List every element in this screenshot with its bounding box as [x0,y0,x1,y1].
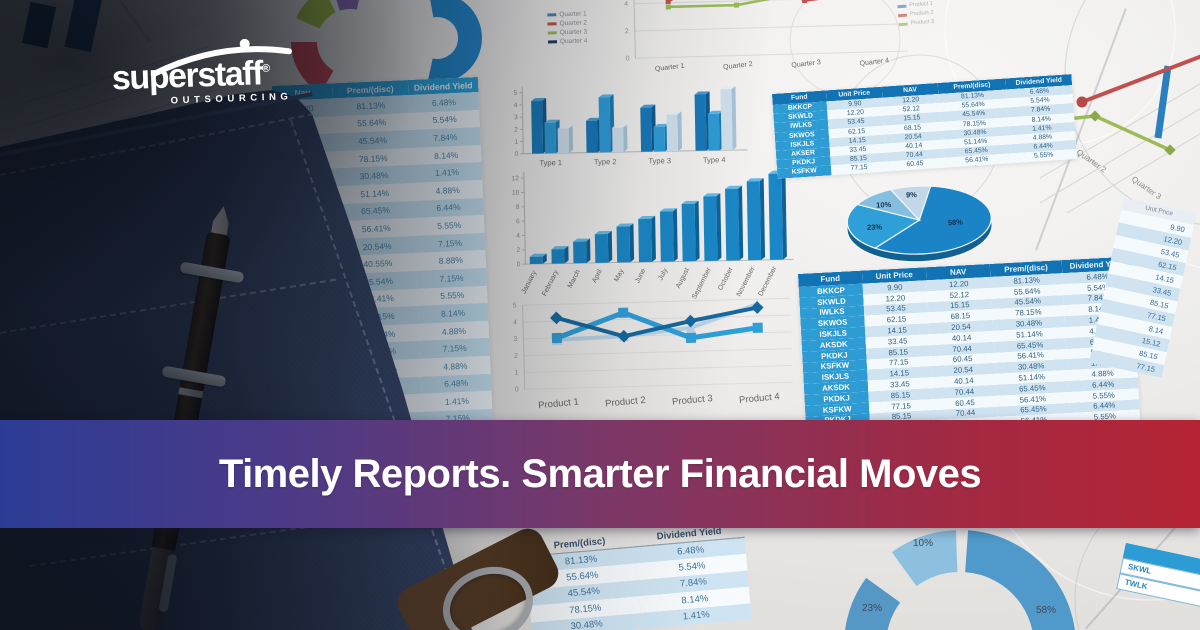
svg-text:June: June [634,268,647,285]
svg-text:10%: 10% [913,538,933,549]
svg-text:0: 0 [517,261,521,268]
svg-text:5: 5 [513,302,517,309]
svg-text:Type 3: Type 3 [648,156,671,165]
svg-text:5: 5 [514,90,518,97]
svg-text:February: February [541,269,560,298]
svg-text:4: 4 [516,233,520,240]
svg-text:Quarter 2: Quarter 2 [723,61,753,71]
svg-text:August: August [675,267,691,290]
svg-text:10%: 10% [876,200,892,210]
svg-text:0: 0 [515,151,519,158]
svg-text:10: 10 [512,190,520,197]
svg-text:58%: 58% [1036,605,1056,616]
svg-text:Quarter 3: Quarter 3 [1130,175,1163,202]
svg-text:May: May [613,268,625,283]
svg-text:0: 0 [515,386,519,393]
svg-text:0: 0 [625,55,629,62]
svg-text:8: 8 [516,204,520,211]
stitch-line [0,278,336,337]
svg-text:9%: 9% [906,190,917,199]
svg-text:2: 2 [514,353,518,360]
svg-text:1: 1 [514,139,518,146]
svg-text:March: March [567,269,582,290]
headline-text: Timely Reports. Smarter Financial Moves [218,451,982,496]
svg-text:Quarter 4: Quarter 4 [859,57,889,67]
svg-text:6: 6 [516,218,520,225]
svg-text:Product 2: Product 2 [605,395,647,410]
svg-text:January: January [521,269,539,295]
svg-text:2: 2 [514,126,518,133]
svg-text:Quarter 3: Quarter 3 [791,59,821,69]
svg-text:Type 1: Type 1 [539,158,562,167]
svg-text:4: 4 [624,1,628,8]
svg-text:Type 2: Type 2 [594,157,617,166]
svg-text:Quarter 2: Quarter 2 [1075,148,1108,175]
legend-item: Quarter 4 [547,36,588,46]
svg-text:23%: 23% [867,222,883,232]
product-line-chart: 0 1 2 3 4 5 Product 1 Product 2 Product 3 Product… [490,290,808,427]
superstaff-logo: superstaff® OUTSOURCING [111,38,313,109]
svg-text:April: April [591,268,604,284]
svg-text:Quarter 1: Quarter 1 [655,63,685,73]
svg-text:3: 3 [514,114,518,121]
svg-text:October: October [717,266,735,292]
far-chart-legend: Product 1 Product 2 Product 3 [897,0,934,29]
headline-banner: Timely Reports. Smarter Financial Moves [0,420,1200,528]
svg-text:3: 3 [513,336,517,343]
svg-text:Product 1: Product 1 [538,396,580,411]
svg-text:1: 1 [514,370,518,377]
svg-text:Type 4: Type 4 [703,155,726,164]
svg-text:4: 4 [513,319,517,326]
svg-text:23%: 23% [862,603,882,614]
svg-text:58%: 58% [948,218,964,228]
svg-text:4: 4 [514,102,518,109]
svg-text:2: 2 [625,28,629,35]
svg-text:Product 3: Product 3 [672,393,714,408]
svg-text:12: 12 [512,175,520,182]
svg-text:Product 4: Product 4 [739,391,781,406]
logo-swoosh-icon [150,38,292,77]
donut-chart-bottom: 58% 23% 10% [845,530,1075,630]
svg-text:July: July [657,267,669,282]
svg-text:2: 2 [516,247,520,254]
